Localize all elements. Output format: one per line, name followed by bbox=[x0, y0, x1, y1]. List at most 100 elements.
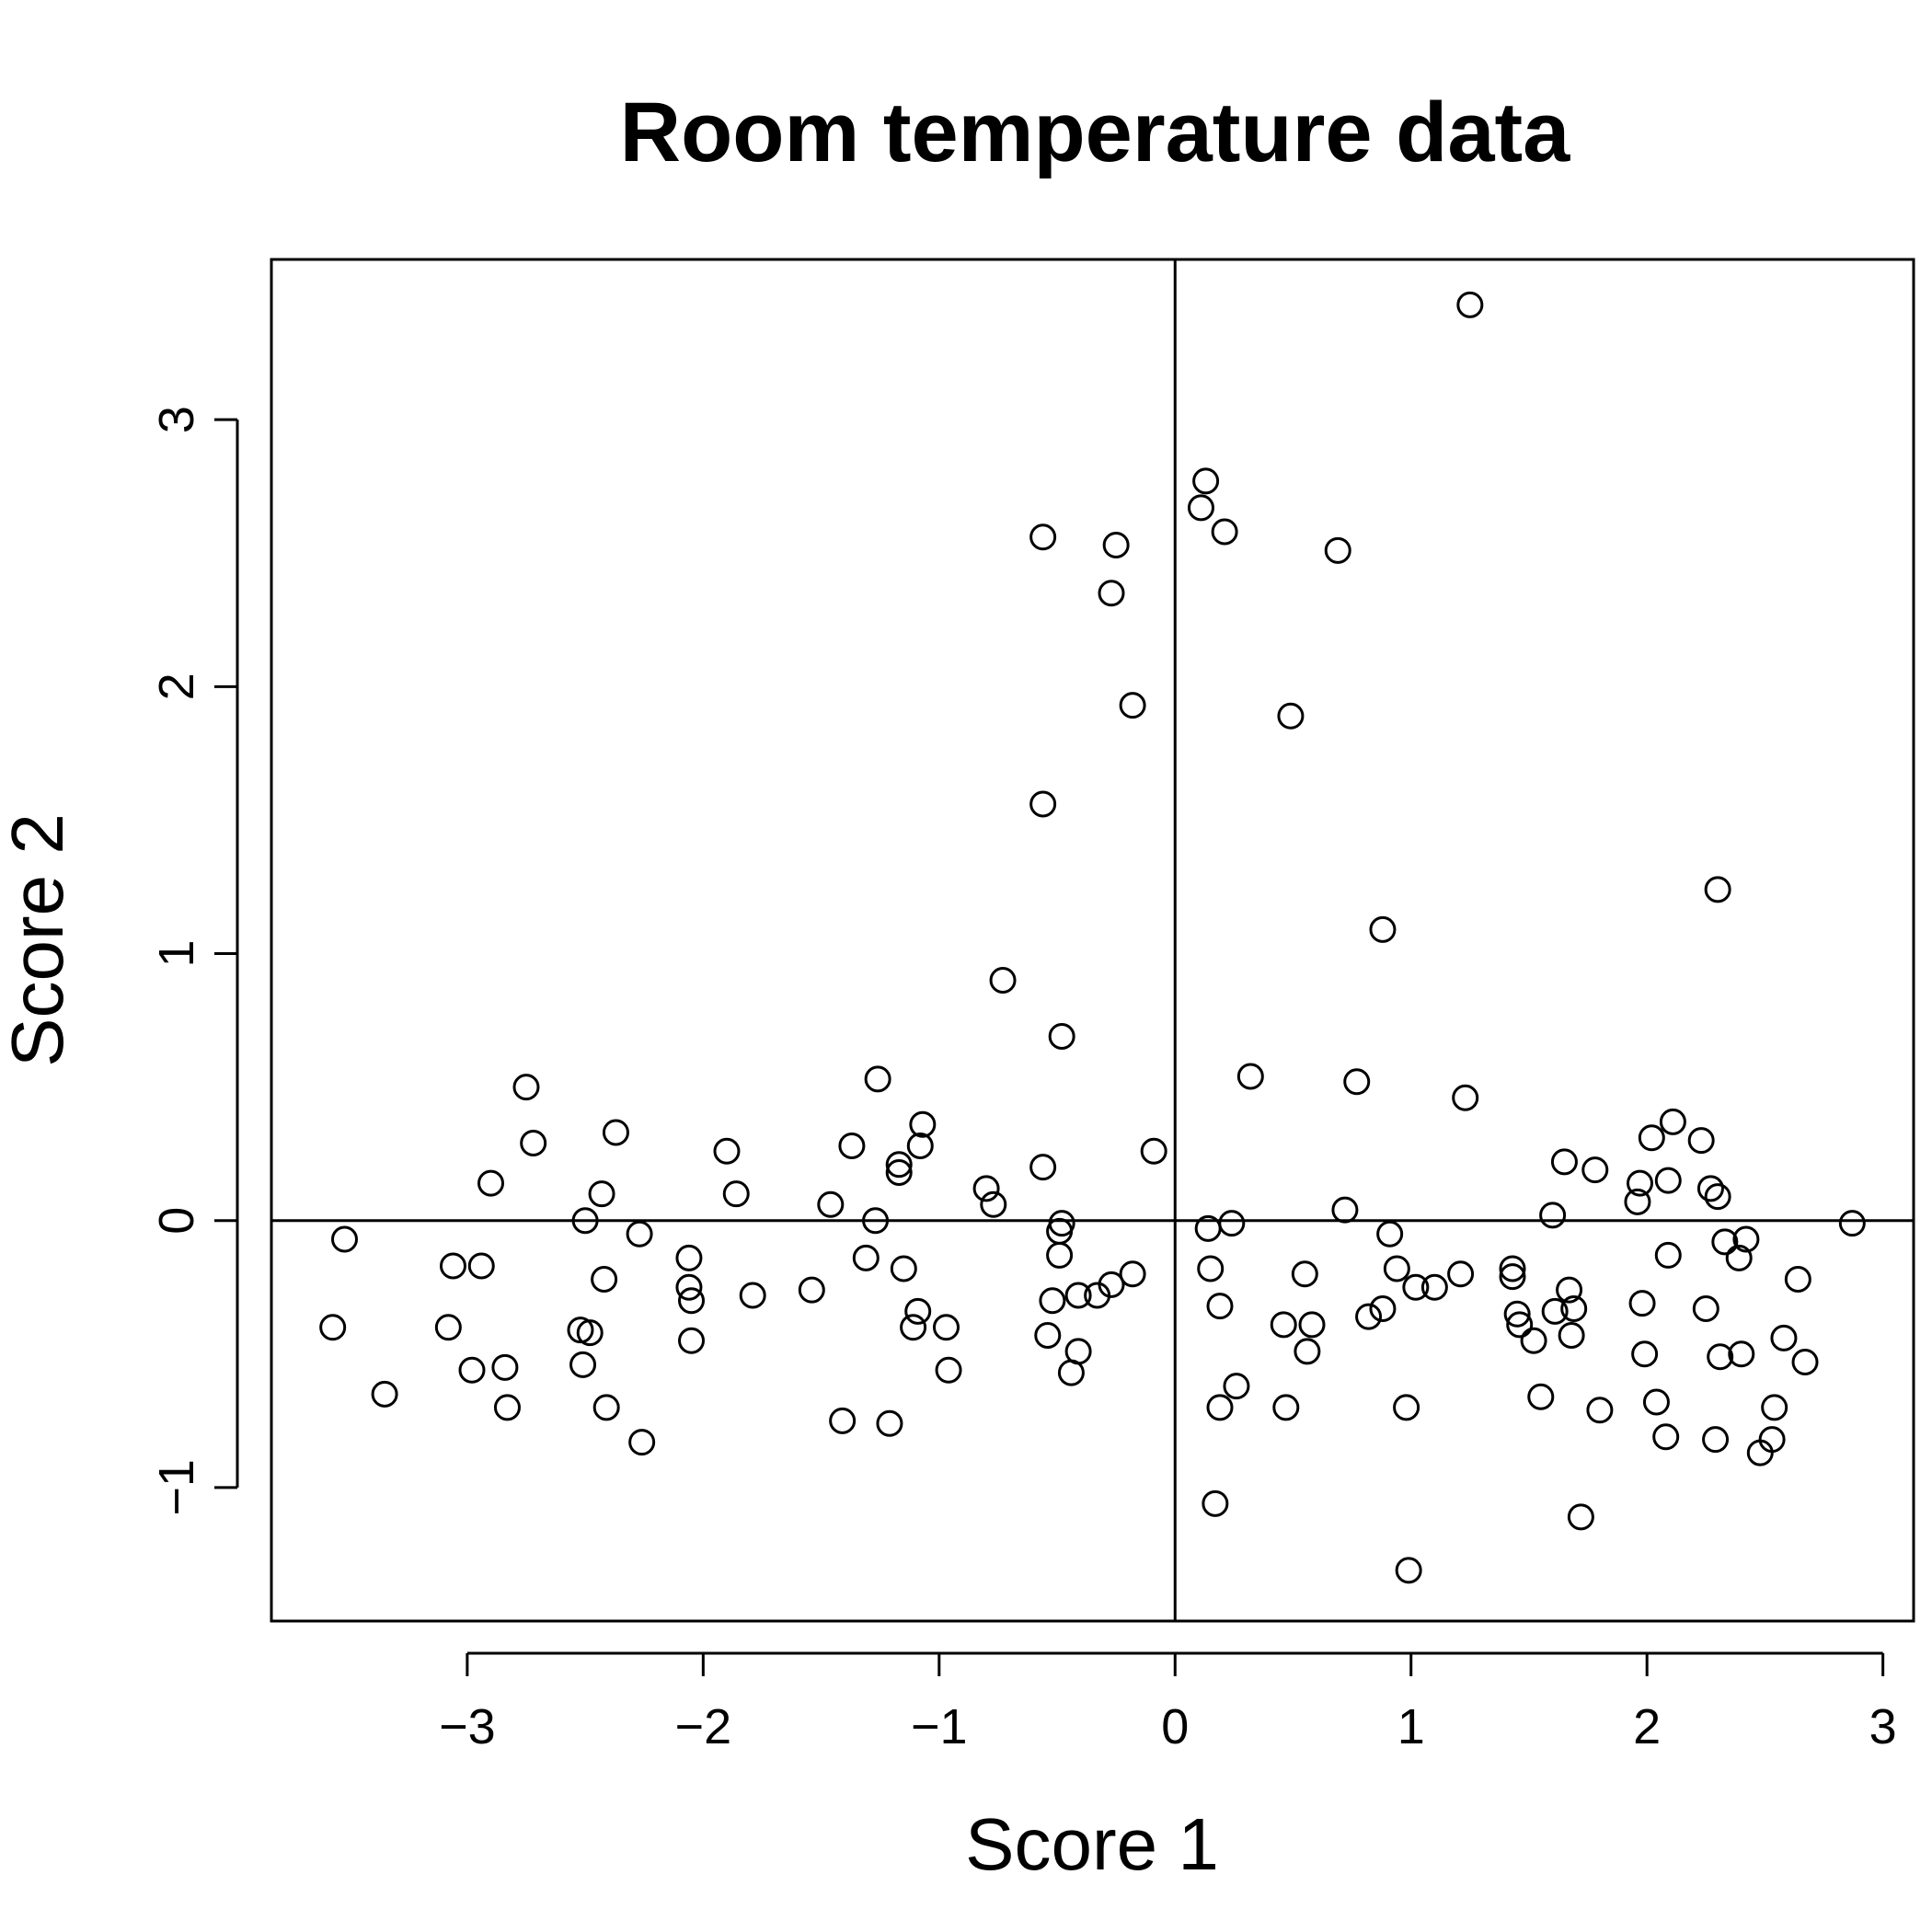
data-point bbox=[1331, 1196, 1359, 1224]
data-point bbox=[1192, 467, 1220, 495]
data-point bbox=[591, 1266, 618, 1294]
data-point bbox=[1791, 1349, 1819, 1376]
data-point bbox=[571, 1207, 599, 1235]
data-point bbox=[1376, 1220, 1404, 1248]
data-point bbox=[1140, 1137, 1167, 1165]
data-point bbox=[1211, 518, 1238, 546]
data-point bbox=[1624, 1188, 1651, 1215]
data-point bbox=[909, 1110, 937, 1138]
data-point bbox=[1784, 1266, 1811, 1294]
x-tick-label: −1 bbox=[911, 1699, 968, 1754]
data-point bbox=[477, 1169, 505, 1197]
chart-title: Room temperature data bbox=[620, 86, 1570, 179]
data-point bbox=[675, 1244, 703, 1271]
data-point bbox=[1102, 532, 1130, 559]
data-point bbox=[1642, 1388, 1670, 1416]
data-point bbox=[1758, 1426, 1786, 1454]
data-point bbox=[1202, 1489, 1229, 1517]
data-point bbox=[876, 1409, 903, 1437]
data-point bbox=[1029, 523, 1057, 551]
data-point bbox=[678, 1327, 706, 1354]
data-point bbox=[675, 1273, 703, 1301]
data-point bbox=[713, 1137, 741, 1165]
data-point bbox=[602, 1119, 629, 1146]
data-point bbox=[1654, 1167, 1682, 1194]
data-point bbox=[1098, 1271, 1125, 1298]
data-point bbox=[569, 1351, 597, 1378]
data-point bbox=[1034, 1321, 1062, 1349]
data-point bbox=[1039, 1287, 1066, 1315]
data-point bbox=[1539, 1202, 1567, 1229]
data-point bbox=[885, 1158, 913, 1186]
plot-frame bbox=[270, 258, 1915, 1623]
data-point bbox=[1298, 1311, 1326, 1339]
data-point bbox=[1692, 1294, 1719, 1322]
data-point bbox=[864, 1065, 891, 1093]
x-tick-label: 2 bbox=[1633, 1699, 1661, 1754]
data-point bbox=[1527, 1383, 1555, 1410]
data-point bbox=[989, 967, 1017, 995]
data-point bbox=[628, 1429, 656, 1456]
data-point bbox=[1291, 1260, 1318, 1288]
data-point bbox=[439, 1252, 466, 1280]
data-point bbox=[1393, 1394, 1420, 1421]
y-tick-label: 1 bbox=[149, 939, 204, 967]
data-point bbox=[1541, 1297, 1569, 1325]
data-point bbox=[1064, 1282, 1092, 1309]
data-point bbox=[1098, 580, 1125, 607]
data-point bbox=[491, 1353, 519, 1381]
data-point bbox=[1277, 702, 1305, 730]
data-point bbox=[885, 1151, 913, 1179]
data-point bbox=[1236, 1063, 1264, 1090]
data-point bbox=[512, 1074, 540, 1101]
data-point bbox=[1586, 1397, 1614, 1424]
y-tick-label: 3 bbox=[149, 406, 204, 433]
data-point bbox=[980, 1190, 1007, 1218]
data-point bbox=[678, 1287, 706, 1315]
data-point bbox=[1383, 1255, 1410, 1282]
data-point bbox=[722, 1180, 750, 1208]
x-tick-label: 0 bbox=[1161, 1699, 1189, 1754]
data-point bbox=[1395, 1557, 1422, 1584]
data-point bbox=[1218, 1210, 1246, 1237]
data-point bbox=[1659, 1108, 1686, 1135]
data-point bbox=[1631, 1340, 1659, 1368]
data-point bbox=[1506, 1311, 1534, 1339]
y-tick-label: 0 bbox=[149, 1207, 204, 1235]
data-point bbox=[890, 1255, 917, 1282]
data-point bbox=[1711, 1228, 1739, 1256]
data-point bbox=[1556, 1276, 1583, 1304]
data-point bbox=[1702, 1426, 1730, 1454]
y-tick-label: −1 bbox=[149, 1459, 204, 1516]
data-point bbox=[1119, 1260, 1146, 1288]
data-point bbox=[1707, 1343, 1734, 1371]
data-point bbox=[1696, 1175, 1724, 1202]
data-point bbox=[458, 1356, 486, 1384]
data-point bbox=[1581, 1156, 1609, 1184]
data-point bbox=[1064, 1338, 1092, 1365]
data-point bbox=[1048, 1210, 1075, 1237]
data-point bbox=[1838, 1210, 1866, 1237]
data-point bbox=[862, 1207, 890, 1235]
data-point bbox=[1206, 1394, 1234, 1421]
data-point bbox=[1272, 1394, 1300, 1421]
data-point bbox=[1687, 1127, 1715, 1155]
data-point bbox=[1627, 1169, 1653, 1197]
x-tick-label: −3 bbox=[439, 1699, 496, 1754]
data-point bbox=[1520, 1327, 1547, 1354]
data-point bbox=[1197, 1255, 1225, 1282]
x-axis-label: Score 1 bbox=[965, 1803, 1219, 1885]
data-point bbox=[906, 1132, 934, 1159]
reference-lines bbox=[271, 259, 1914, 1621]
data-point bbox=[520, 1130, 547, 1157]
data-point bbox=[1355, 1303, 1383, 1330]
data-point bbox=[467, 1252, 495, 1280]
data-point bbox=[1029, 790, 1057, 818]
data-point bbox=[1560, 1294, 1588, 1322]
data-point bbox=[1420, 1273, 1448, 1301]
x-tick-label: 3 bbox=[1869, 1699, 1897, 1754]
data-point bbox=[1499, 1255, 1526, 1282]
data-point bbox=[434, 1314, 462, 1341]
data-points bbox=[319, 291, 1866, 1584]
data-point bbox=[1447, 1260, 1475, 1288]
